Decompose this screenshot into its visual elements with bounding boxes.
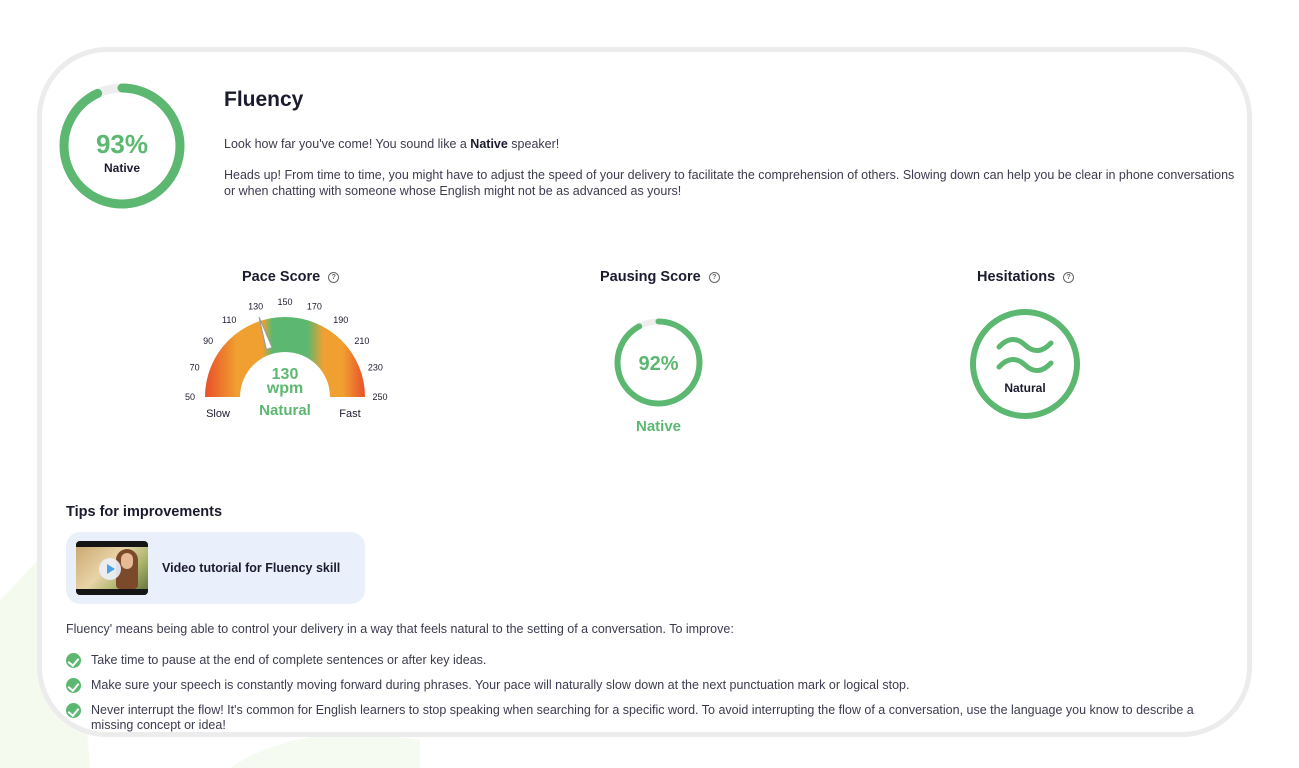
gauge-tick-label: 70 [190, 363, 200, 373]
check-circle-icon [66, 678, 81, 693]
check-circle-icon [66, 703, 81, 718]
fluency-card: 93% Native Fluency Look how far you've c… [37, 47, 1252, 737]
gauge-tick-label: 90 [203, 336, 213, 346]
question-circle-icon[interactable]: ? [328, 272, 340, 283]
pausing-score-title: Pausing Score? [600, 269, 720, 285]
tip-item: Take time to pause at the end of complet… [66, 653, 1226, 668]
pace-status: Natural [259, 402, 311, 419]
page-title: Fluency [224, 88, 304, 111]
overall-level: Native [104, 161, 140, 175]
pace-value: 130 [272, 366, 299, 383]
video-thumbnail[interactable] [76, 541, 148, 595]
pausing-score-ring: 92% [614, 318, 703, 407]
gauge-tick-label: 190 [333, 315, 348, 325]
gauge-tick-label: 50 [185, 392, 195, 402]
hesitations-title: Hesitations? [977, 269, 1075, 285]
heads-up-text: Heads up! From time to time, you might h… [224, 168, 1235, 198]
question-circle-icon[interactable]: ? [708, 272, 720, 283]
play-icon[interactable] [99, 558, 121, 580]
gauge-tick-label: 250 [372, 392, 387, 402]
video-tutorial-label: Video tutorial for Fluency skill [162, 561, 341, 575]
gauge-arc [205, 317, 365, 397]
wave-icon [996, 337, 1054, 373]
pace-min-label: Slow [206, 408, 230, 420]
question-circle-icon[interactable]: ? [1063, 272, 1075, 283]
check-circle-icon [66, 653, 81, 668]
hesitations-status: Natural [1004, 381, 1045, 395]
pausing-percent: 92% [638, 353, 678, 375]
tips-intro: Fluency' means being able to control you… [66, 622, 734, 636]
hesitations-ring: Natural [970, 309, 1080, 419]
pace-unit: wpm [266, 380, 303, 397]
gauge-tick-label: 230 [368, 363, 383, 373]
tips-title: Tips for improvements [66, 504, 223, 520]
intro-line: Look how far you've come! You sound like… [224, 137, 560, 151]
gauge-needle [258, 316, 273, 351]
tip-item: Never interrupt the flow! It's common fo… [66, 703, 1226, 732]
video-tutorial-card[interactable]: Video tutorial for Fluency skill [66, 532, 365, 604]
pace-max-label: Fast [339, 408, 360, 420]
pace-score-title: Pace Score? [242, 269, 340, 285]
gauge-tick-label: 210 [354, 336, 369, 346]
pace-gauge: 50 70 90 110 130 150 170 190 210 230 250 130 wpm N… [185, 297, 388, 420]
gauge-tick-label: 170 [307, 302, 322, 312]
gauge-tick-label: 110 [222, 315, 236, 325]
gauge-tick-label: 130 [248, 302, 263, 312]
pausing-status: Native [635, 418, 682, 435]
overall-percent: 93% [96, 129, 148, 159]
gauge-tick-label: 150 [277, 297, 292, 307]
overall-score-ring: 93% Native [59, 83, 185, 209]
tip-item: Make sure your speech is constantly movi… [66, 678, 1226, 693]
